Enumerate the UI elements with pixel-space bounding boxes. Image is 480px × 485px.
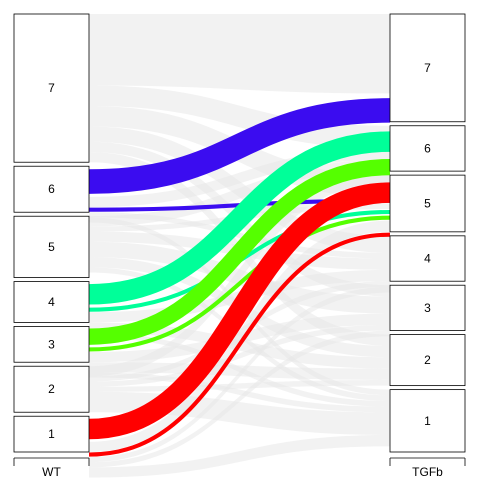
stratum-box-WT-2 (13, 365, 90, 413)
highlighted-flow-3-to-7 (88, 158, 391, 345)
stratum-box-WT-6 (13, 165, 90, 213)
highlighted-flow-4-to-7 (88, 131, 391, 305)
stratum-label-WT-6: 6 (48, 182, 55, 196)
stratum-box-TGFb-3 (389, 284, 466, 331)
highlighted-flow-6-to-7 (88, 98, 391, 194)
stratum-box-WT-1 (13, 415, 90, 453)
stratum-label-WT-4: 4 (48, 295, 55, 309)
stratum-box-WT-7 (13, 13, 90, 163)
background-flow-7-to-7 (89, 14, 390, 94)
stratum-label-WT-1: 1 (48, 427, 55, 441)
highlighted-flow-1-to-5 (88, 232, 391, 457)
background-flow-2-to-2 (89, 379, 390, 392)
highlighted-flow-layer (88, 98, 391, 457)
stratum-box-WT-3 (13, 326, 90, 363)
background-flow-2-to-3 (89, 324, 390, 387)
stratum-label-TGFb-5: 5 (424, 196, 431, 210)
stratum-label-TGFb-3: 3 (424, 301, 431, 315)
stratum-label-TGFb-4: 4 (424, 252, 431, 266)
stratum-label-TGFb-2: 2 (424, 353, 431, 367)
axis-label-TGFb: TGFb (412, 465, 443, 479)
x-axis-TGFb: TGFb (389, 457, 466, 479)
stratum-label-TGFb-1: 1 (424, 414, 431, 428)
stratum-label-WT-5: 5 (48, 240, 55, 254)
stratum-box-TGFb-7 (389, 13, 466, 123)
background-flow-1-to-1 (89, 434, 390, 478)
stratum-box-WT-5 (13, 215, 90, 278)
stratum-box-TGFb-1 (389, 389, 466, 453)
stratum-box-WT-4 (13, 281, 90, 323)
axis-label-WT: WT (42, 465, 61, 479)
highlighted-flow-3-to-5 (88, 215, 391, 352)
stratum-box-TGFb-6 (389, 125, 466, 172)
axis-layer: WT TGFb (13, 457, 466, 479)
stratum-label-TGFb-6: 6 (424, 141, 431, 155)
stratum-box-TGFb-4 (389, 235, 466, 282)
strata-layer: 1 2 3 4 5 6 7 1 2 3 4 5 6 7 (13, 13, 466, 453)
stratum-box-TGFb-2 (389, 334, 466, 387)
stratum-box-TGFb-5 (389, 174, 466, 233)
stratum-label-WT-2: 2 (48, 382, 55, 396)
highlighted-flow-1-to-7 (88, 182, 391, 440)
axis-WT-strata: 1 2 3 4 5 6 7 (13, 13, 90, 453)
background-flow-1-to-5 (89, 220, 390, 452)
axis-TGFb-strata: 1 2 3 4 5 6 7 (389, 13, 466, 453)
background-flow-3-to-1 (89, 372, 390, 413)
background-flow-2-to-6 (89, 171, 390, 377)
background-flow-1-to-3 (89, 330, 390, 468)
stratum-label-WT-7: 7 (48, 81, 55, 95)
stratum-label-WT-3: 3 (48, 337, 55, 351)
background-flow-6-to-4 (89, 212, 390, 259)
stratum-label-TGFb-7: 7 (424, 61, 431, 75)
x-axis-WT: WT (13, 457, 90, 479)
background-flow-7-to-6 (89, 85, 390, 149)
background-flow-1-to-4 (89, 286, 390, 463)
